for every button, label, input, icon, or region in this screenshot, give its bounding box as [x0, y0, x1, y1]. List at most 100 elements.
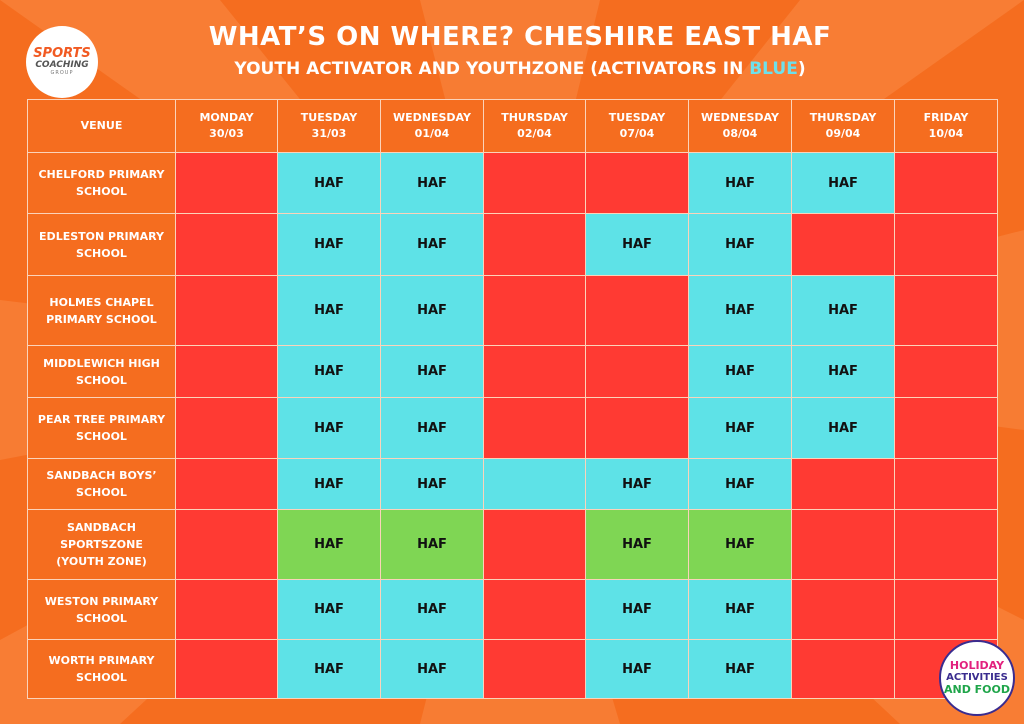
schedule-cell: HAF: [585, 579, 689, 640]
day-name: THURSDAY: [501, 111, 568, 124]
schedule-cell: HAF: [277, 579, 381, 640]
page-subtitle: YOUTH ACTIVATOR AND YOUTHZONE (ACTIVATOR…: [120, 56, 920, 82]
day-name: THURSDAY: [809, 111, 877, 124]
schedule-cell: [791, 213, 895, 276]
venue-name-line: SCHOOL: [76, 611, 127, 625]
day-date: 31/03: [311, 127, 347, 140]
table-row: CHELFORD PRIMARY SCHOOL HAF HAF HAF HAF: [27, 152, 998, 214]
table-body: CHELFORD PRIMARY SCHOOL HAF HAF HAF HAF EDLEST…: [27, 152, 998, 699]
schedule-cell: [894, 152, 998, 214]
schedule-cell: [175, 152, 278, 214]
schedule-cell: [894, 275, 998, 346]
schedule-cell: [483, 152, 586, 214]
venue-name-line: MIDDLEWICH HIGH: [43, 356, 160, 370]
schedule-cell: [894, 345, 998, 398]
schedule-cell: HAF: [380, 509, 484, 580]
schedule-cell: [483, 275, 586, 346]
venue-name-line: (YOUTH ZONE): [56, 555, 147, 568]
venue-name-line: SANDBACH BOYS’: [46, 469, 157, 482]
schedule-cell: HAF: [688, 397, 792, 459]
schedule-cell: HAF: [380, 579, 484, 640]
schedule-cell: [483, 639, 586, 699]
schedule-cell: HAF: [380, 275, 484, 346]
venue-name-line: SCHOOL: [76, 486, 127, 499]
day-name: WEDNESDAY: [393, 111, 471, 124]
table-row: SANDBACH BOYS’ SCHOOL HAF HAF HAF HAF: [27, 458, 998, 510]
venue-name-line: SCHOOL: [76, 185, 127, 198]
day-name: TUESDAY: [300, 111, 358, 124]
day-column-header: FRIDAY 10/04: [894, 99, 998, 153]
schedule-cell: HAF: [380, 213, 484, 276]
schedule-cell: [483, 397, 586, 459]
day-column-header: TUESDAY 31/03: [277, 99, 381, 153]
venue-name-line: SCHOOL: [76, 373, 127, 387]
schedule-cell: HAF: [277, 152, 381, 214]
venue-column-header: VENUE: [27, 99, 176, 153]
schedule-cell: HAF: [585, 458, 689, 510]
schedule-cell: [791, 509, 895, 580]
venue-name-line: SPORTSZONE: [60, 538, 143, 551]
day-name: FRIDAY: [923, 111, 969, 124]
venue-cell: CHELFORD PRIMARY SCHOOL: [27, 152, 176, 214]
day-date: 08/04: [722, 127, 758, 140]
venue-name-line: PEAR TREE PRIMARY: [37, 413, 166, 426]
day-column-header: THURSDAY 09/04: [791, 99, 895, 153]
logo-line: ACTIVITIES: [946, 672, 1008, 683]
schedule-cell: HAF: [688, 639, 792, 699]
schedule-cell: [585, 397, 689, 459]
venue-cell: HOLMES CHAPEL PRIMARY SCHOOL: [27, 275, 176, 346]
schedule-cell: [483, 579, 586, 640]
schedule-cell: [894, 213, 998, 276]
schedule-cell: [791, 579, 895, 640]
schedule-cell: HAF: [277, 397, 381, 459]
schedule-cell: HAF: [688, 458, 792, 510]
subtitle-suffix: ): [797, 59, 806, 79]
day-column-header: WEDNESDAY 08/04: [688, 99, 792, 153]
schedule-cell: [585, 275, 689, 346]
venue-name-line: SCHOOL: [76, 246, 127, 260]
schedule-cell: HAF: [791, 397, 895, 459]
schedule-cell: HAF: [380, 345, 484, 398]
schedule-cell: [175, 509, 278, 580]
subtitle-prefix: YOUTH ACTIVATOR AND YOUTHZONE (ACTIVATOR…: [234, 59, 750, 79]
logo-line: AND FOOD: [943, 683, 1011, 696]
schedule-cell: HAF: [277, 509, 381, 580]
header: WHAT’S ON WHERE? CHESHIRE EAST HAF YOUTH…: [120, 18, 920, 82]
schedule-cell: HAF: [791, 345, 895, 398]
venue-cell: SANDBACH BOYS’ SCHOOL: [27, 458, 176, 510]
schedule-cell: HAF: [380, 458, 484, 510]
day-date: 10/04: [928, 127, 964, 140]
schedule-cell: [175, 639, 278, 699]
logo-line: GROUP: [50, 70, 74, 76]
schedule-cell: [894, 579, 998, 640]
schedule-cell: HAF: [585, 213, 689, 276]
schedule-cell: HAF: [585, 509, 689, 580]
venue-name-line: SCHOOL: [76, 671, 127, 684]
logo-line: SPORTS: [33, 46, 91, 61]
venue-name-line: CHELFORD PRIMARY: [38, 168, 165, 181]
schedule-cell: HAF: [277, 345, 381, 398]
venue-cell: EDLESTON PRIMARY SCHOOL: [27, 213, 176, 276]
schedule-cell: [483, 509, 586, 580]
day-column-header: THURSDAY 02/04: [483, 99, 586, 153]
day-date: 07/04: [619, 127, 655, 140]
day-column-header: WEDNESDAY 01/04: [380, 99, 484, 153]
day-date: 02/04: [517, 127, 552, 140]
venue-cell: SANDBACH SPORTSZONE (YOUTH ZONE): [27, 509, 176, 580]
schedule-cell: HAF: [688, 275, 792, 346]
schedule-cell: HAF: [688, 152, 792, 214]
venue-name-line: HOLMES CHAPEL: [49, 295, 154, 309]
venue-cell: MIDDLEWICH HIGH SCHOOL: [27, 345, 176, 398]
venue-cell: WORTH PRIMARY SCHOOL: [27, 639, 176, 699]
schedule-cell: [175, 213, 278, 276]
table-row: EDLESTON PRIMARY SCHOOL HAF HAF HAF HAF: [27, 213, 998, 276]
table-row: PEAR TREE PRIMARY SCHOOL HAF HAF HAF HAF: [27, 397, 998, 459]
schedule-cell: [483, 458, 586, 510]
venue-name-line: SANDBACH: [67, 521, 136, 534]
schedule-table: VENUE MONDAY 30/03 TUESDAY 31/03 WEDNESDAY 01…: [27, 99, 998, 699]
venue-name-line: EDLESTON PRIMARY: [39, 229, 164, 243]
schedule-cell: [175, 579, 278, 640]
schedule-cell: HAF: [688, 579, 792, 640]
page-title: WHAT’S ON WHERE? CHESHIRE EAST HAF: [208, 22, 832, 52]
schedule-cell: HAF: [791, 152, 895, 214]
